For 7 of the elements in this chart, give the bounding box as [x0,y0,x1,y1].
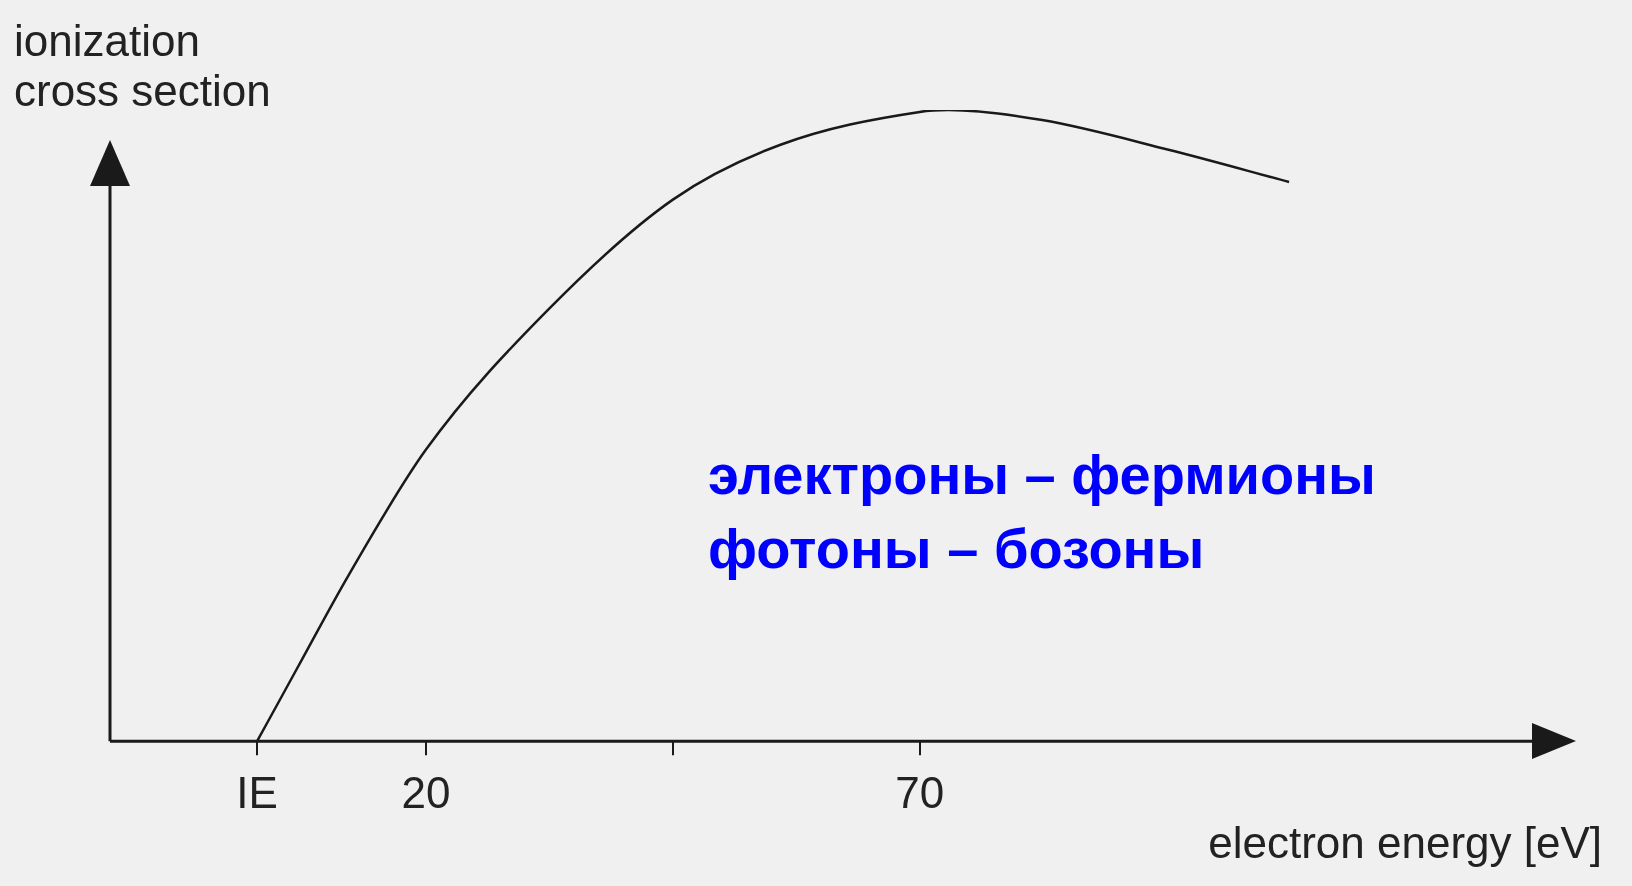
x-tick-label: 20 [401,767,451,817]
x-tick-label: IE [236,767,278,817]
annotation: фотоны – бозоны [708,516,1206,582]
annotation: электроны – фермионы [708,442,1376,508]
x-axis-title: electron energy [eV] [1208,818,1602,868]
x-tick-label: 70 [895,767,945,817]
y-axis-title: ionization cross section [14,16,272,116]
